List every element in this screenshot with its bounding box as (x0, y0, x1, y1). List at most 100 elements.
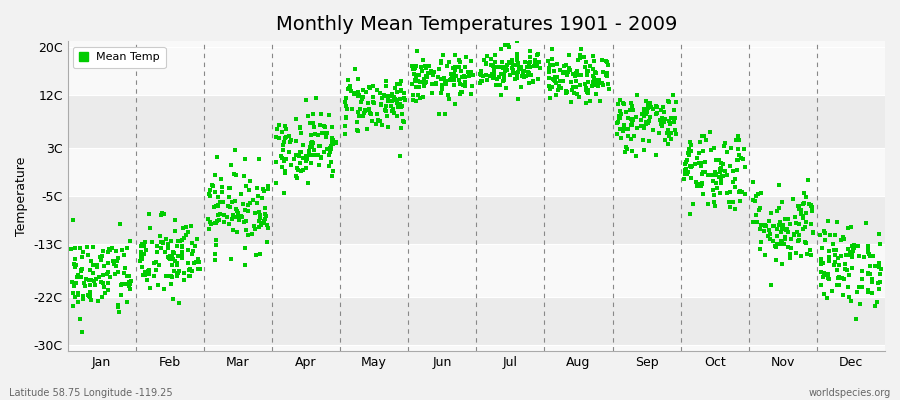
Point (728, 184, 742, 190)
Point (869, 299, 884, 305)
Point (544, 56, 559, 62)
Point (84, 297, 98, 304)
Point (256, 220, 270, 227)
Point (347, 65, 362, 72)
Point (239, 226, 254, 233)
Point (612, 114, 626, 120)
Point (73, 268, 87, 274)
Point (753, 246, 768, 252)
Point (355, 95, 369, 102)
Point (166, 249, 180, 256)
Point (390, 113, 404, 120)
Point (566, 84, 580, 90)
Point (629, 114, 643, 120)
Point (386, 110, 400, 116)
Point (108, 248, 122, 254)
Point (123, 286, 138, 292)
Point (636, 111, 651, 117)
Point (94, 257, 109, 264)
Point (163, 256, 177, 262)
Point (746, 179, 760, 185)
Point (258, 216, 273, 223)
Point (518, 59, 532, 65)
Point (691, 160, 706, 166)
Point (181, 229, 195, 235)
Point (168, 258, 183, 265)
Point (289, 152, 303, 158)
Point (238, 155, 252, 162)
Point (550, 61, 564, 68)
Point (514, 64, 528, 71)
Point (166, 256, 180, 262)
Point (780, 228, 795, 235)
Point (223, 256, 238, 262)
Point (681, 146, 696, 153)
Point (592, 98, 607, 104)
Point (140, 276, 154, 283)
Point (567, 84, 581, 90)
Point (560, 89, 574, 96)
Point (352, 113, 366, 120)
Point (825, 288, 840, 294)
Point (625, 120, 639, 126)
Point (612, 113, 626, 120)
Point (708, 170, 723, 177)
Point (556, 63, 571, 69)
Point (220, 213, 235, 220)
Point (171, 252, 185, 259)
Point (652, 130, 667, 136)
Point (662, 99, 677, 105)
Point (493, 46, 508, 53)
Point (614, 135, 628, 142)
Point (485, 63, 500, 69)
Point (828, 252, 842, 258)
Point (225, 227, 239, 233)
Point (569, 70, 583, 76)
Point (816, 291, 831, 297)
Point (303, 160, 318, 166)
Point (211, 212, 225, 218)
Point (307, 147, 321, 153)
Title: Monthly Mean Temperatures 1901 - 2009: Monthly Mean Temperatures 1901 - 2009 (275, 15, 677, 34)
Point (478, 60, 492, 67)
Point (621, 133, 635, 139)
Point (590, 81, 605, 88)
Point (446, 77, 461, 84)
Point (626, 117, 640, 124)
Point (86, 262, 100, 268)
Point (713, 166, 727, 172)
Point (860, 246, 875, 252)
Point (446, 65, 461, 72)
Point (544, 95, 558, 101)
Point (802, 201, 816, 207)
Point (780, 226, 795, 232)
Point (315, 129, 329, 136)
Point (662, 118, 676, 124)
Point (650, 110, 664, 116)
Point (872, 286, 886, 292)
Point (154, 245, 168, 251)
Point (774, 240, 788, 247)
Point (689, 183, 704, 189)
Point (122, 282, 137, 289)
Point (694, 160, 708, 167)
Point (666, 118, 680, 125)
Point (83, 294, 97, 300)
Point (860, 249, 875, 255)
Point (634, 122, 648, 129)
Point (642, 100, 656, 107)
Point (545, 46, 560, 52)
Point (256, 188, 271, 195)
Point (708, 180, 723, 186)
Point (152, 262, 166, 269)
Point (393, 101, 408, 107)
Point (626, 116, 640, 122)
Point (398, 96, 412, 103)
Point (590, 76, 604, 83)
Point (644, 114, 658, 120)
Point (868, 263, 882, 270)
Point (175, 243, 189, 250)
Point (321, 112, 336, 118)
Point (350, 126, 365, 133)
Point (299, 165, 313, 172)
